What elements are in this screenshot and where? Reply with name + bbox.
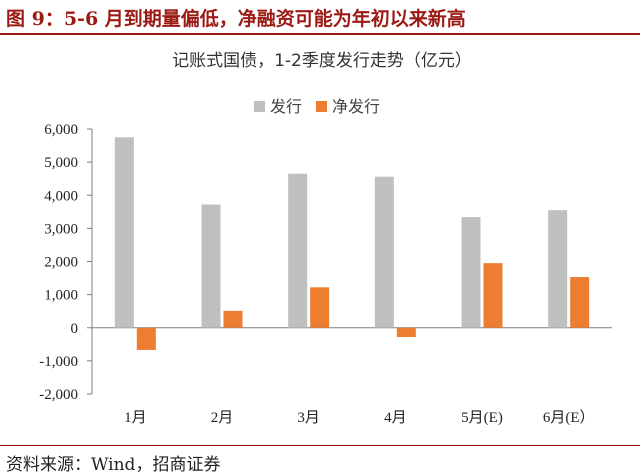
x-tick-label: 3月 [297, 410, 320, 426]
bars [114, 137, 590, 350]
y-tick-label: 2,000 [44, 255, 78, 271]
y-tick-label: -1,000 [39, 354, 78, 370]
legend-swatch-net-issuance [316, 101, 327, 112]
bar-net-issuance [310, 287, 330, 328]
axes: -2,000 -1,000 0 1,000 2,000 3,000 4,000 5,000 6,… [39, 122, 612, 426]
x-tick-label: 1月 [124, 410, 147, 426]
bar-issuance [114, 137, 134, 328]
footer-rule [0, 445, 640, 446]
x-tick-label: 2月 [211, 410, 234, 426]
bar-issuance [288, 173, 308, 328]
bar-net-issuance [223, 310, 243, 328]
bar-issuance [374, 176, 394, 328]
bar-issuance [461, 217, 481, 328]
bar-chart: 记账式国债，1-2季度发行走势（亿元） 发行 净发行 -2,000 -1,000 0 1… [39, 51, 612, 426]
bar-net-issuance [396, 327, 416, 338]
y-tick-label: 6,000 [44, 122, 78, 138]
x-tick-label: 4月 [384, 410, 407, 426]
legend-swatch-issuance [254, 101, 265, 112]
bar-net-issuance [570, 277, 590, 328]
y-tick-label: 5,000 [44, 155, 78, 171]
chart-title: 记账式国债，1-2季度发行走势（亿元） [172, 51, 472, 71]
y-tick-label: -2,000 [39, 387, 78, 403]
bar-net-issuance [136, 327, 156, 350]
title-rule [0, 33, 640, 35]
y-tick-label: 3,000 [44, 221, 78, 237]
source-note: 资料来源：Wind，招商证券 [6, 455, 221, 475]
legend-label-net-issuance: 净发行 [332, 97, 380, 116]
bar-issuance [201, 204, 221, 328]
y-tick-label: 4,000 [44, 188, 78, 204]
figure-title: 图 9：5-6 月到期量偏低，净融资可能为年初以来新高 [6, 8, 466, 30]
bar-net-issuance [483, 263, 503, 328]
legend-label-issuance: 发行 [270, 97, 302, 116]
y-tick-label: 1,000 [44, 288, 78, 304]
x-tick-label: 6月(E） [543, 409, 595, 426]
legend: 发行 净发行 [254, 97, 380, 116]
y-tick-label: 0 [71, 321, 79, 337]
x-tick-label: 5月(E) [461, 410, 503, 426]
bar-issuance [548, 210, 568, 328]
